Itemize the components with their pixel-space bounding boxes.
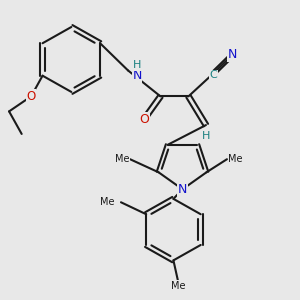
Text: N: N bbox=[178, 184, 187, 196]
Text: C: C bbox=[210, 70, 218, 80]
Text: O: O bbox=[26, 90, 36, 103]
Text: N: N bbox=[132, 69, 142, 82]
Text: N: N bbox=[227, 48, 237, 61]
Text: O: O bbox=[139, 113, 149, 126]
Text: Me: Me bbox=[100, 197, 115, 207]
Text: Me: Me bbox=[228, 154, 243, 164]
Text: H: H bbox=[202, 131, 210, 141]
Text: Me: Me bbox=[115, 154, 130, 164]
Text: H: H bbox=[133, 60, 141, 70]
Text: Me: Me bbox=[171, 280, 186, 291]
